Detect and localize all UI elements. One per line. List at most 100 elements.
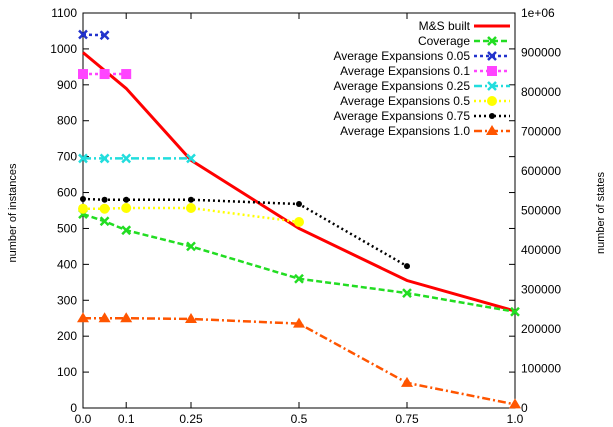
data-point [121, 202, 132, 213]
legend-label: Average Expansions 0.75 [333, 109, 470, 123]
y-tick-label: 100 [57, 365, 77, 379]
series-4 [78, 153, 196, 164]
x-tick-label: 0.5 [291, 412, 308, 426]
legend-marker [487, 96, 497, 106]
legend-item: Average Expansions 1.0 [340, 124, 510, 138]
series-line [82, 51, 516, 313]
data-point [185, 312, 197, 323]
legend-item: Average Expansions 0.75 [333, 109, 510, 123]
y-tick-label: 400 [57, 257, 77, 271]
y-tick-label: 600 [57, 186, 77, 200]
x-tick-label: 0.75 [395, 412, 419, 426]
data-point [78, 69, 88, 80]
data-point [78, 153, 88, 164]
data-point [121, 69, 132, 80]
y2-tick-label: 300000 [521, 283, 561, 297]
y2-tick-label: 800000 [521, 85, 561, 99]
legend-label: M&S built [419, 19, 471, 33]
y-axis-title: number of instances [7, 163, 19, 263]
series-0 [82, 51, 516, 313]
legend-marker [487, 36, 497, 46]
data-point [186, 241, 196, 252]
x-tick-label: 0.1 [118, 412, 135, 426]
legend-marker [487, 66, 497, 76]
data-point [509, 398, 521, 409]
data-point [121, 225, 132, 236]
y-tick-label: 200 [57, 329, 77, 343]
data-point [99, 203, 110, 214]
series-layer [77, 29, 521, 409]
data-point [188, 196, 194, 203]
series-1 [78, 209, 520, 317]
legend-label: Average Expansions 0.05 [333, 49, 470, 63]
legend-item: Average Expansions 0.1 [340, 64, 510, 78]
y2-axis-title: number of states [595, 172, 607, 254]
x-tick-label: 1.0 [507, 412, 524, 426]
y2-tick-label: 500000 [521, 204, 561, 218]
data-point [78, 203, 88, 214]
y-tick-label: 500 [57, 221, 77, 235]
data-point [99, 216, 110, 227]
series-6 [80, 196, 410, 270]
y2-tick-label: 0 [521, 401, 528, 415]
y2-tick-label: 1e+06 [521, 6, 555, 20]
data-point [99, 69, 110, 80]
y-tick-label: 900 [57, 78, 77, 92]
data-point [98, 312, 111, 323]
legend-label: Average Expansions 1.0 [340, 124, 470, 138]
data-point [293, 317, 305, 328]
series-line [83, 316, 516, 406]
series-3 [78, 69, 132, 80]
y2-tick-label: 100000 [521, 362, 561, 376]
data-point [99, 30, 110, 41]
legend-label: Average Expansions 0.1 [340, 64, 470, 78]
legend-marker [486, 125, 498, 135]
data-point [402, 288, 412, 298]
data-point [294, 216, 304, 227]
y-tick-label: 800 [57, 114, 77, 128]
series-7 [77, 312, 521, 409]
legend-label: Average Expansions 0.5 [340, 94, 470, 108]
legend-item: M&S built [419, 19, 510, 33]
data-point [80, 196, 86, 203]
legend-label: Coverage [418, 34, 470, 48]
x-tick-label: 0.0 [75, 412, 92, 426]
series-line [82, 197, 408, 268]
legend-marker [487, 51, 497, 61]
data-point [99, 153, 110, 164]
data-point [101, 196, 108, 203]
data-point [296, 201, 302, 208]
series-5 [78, 202, 304, 227]
y-tick-label: 300 [57, 293, 77, 307]
series-line [82, 33, 105, 37]
data-point [120, 312, 133, 323]
data-point [121, 153, 132, 164]
y2-tick-label: 900000 [521, 46, 561, 60]
legend-marker [487, 81, 497, 91]
legend-marker [489, 113, 495, 119]
y-tick-label: 1100 [51, 6, 77, 20]
y-tick-label: 700 [57, 150, 77, 164]
legend-item: Average Expansions 0.05 [333, 49, 510, 63]
data-point [404, 263, 410, 270]
x-tick-label: 0.25 [179, 412, 203, 426]
y2-tick-label: 400000 [521, 243, 561, 257]
data-point [401, 376, 413, 387]
data-point [186, 202, 196, 213]
y2-tick-label: 600000 [521, 164, 561, 178]
data-point [510, 306, 520, 317]
axes-layer: 0 100 200 300 400 500 600 700 800 900 1000 1100 0 100… [50, 6, 561, 426]
data-point [123, 196, 130, 203]
y2-tick-label: 200000 [521, 322, 561, 336]
data-point [78, 29, 88, 40]
legend-label: Average Expansions 0.25 [333, 79, 470, 93]
data-point [77, 312, 89, 323]
y-tick-label: 1000 [50, 42, 77, 56]
legend-item: Coverage [418, 34, 510, 48]
legend-item: Average Expansions 0.5 [340, 94, 510, 108]
data-point [186, 153, 196, 164]
legend-item: Average Expansions 0.25 [333, 79, 510, 93]
y2-tick-label: 700000 [521, 125, 561, 139]
